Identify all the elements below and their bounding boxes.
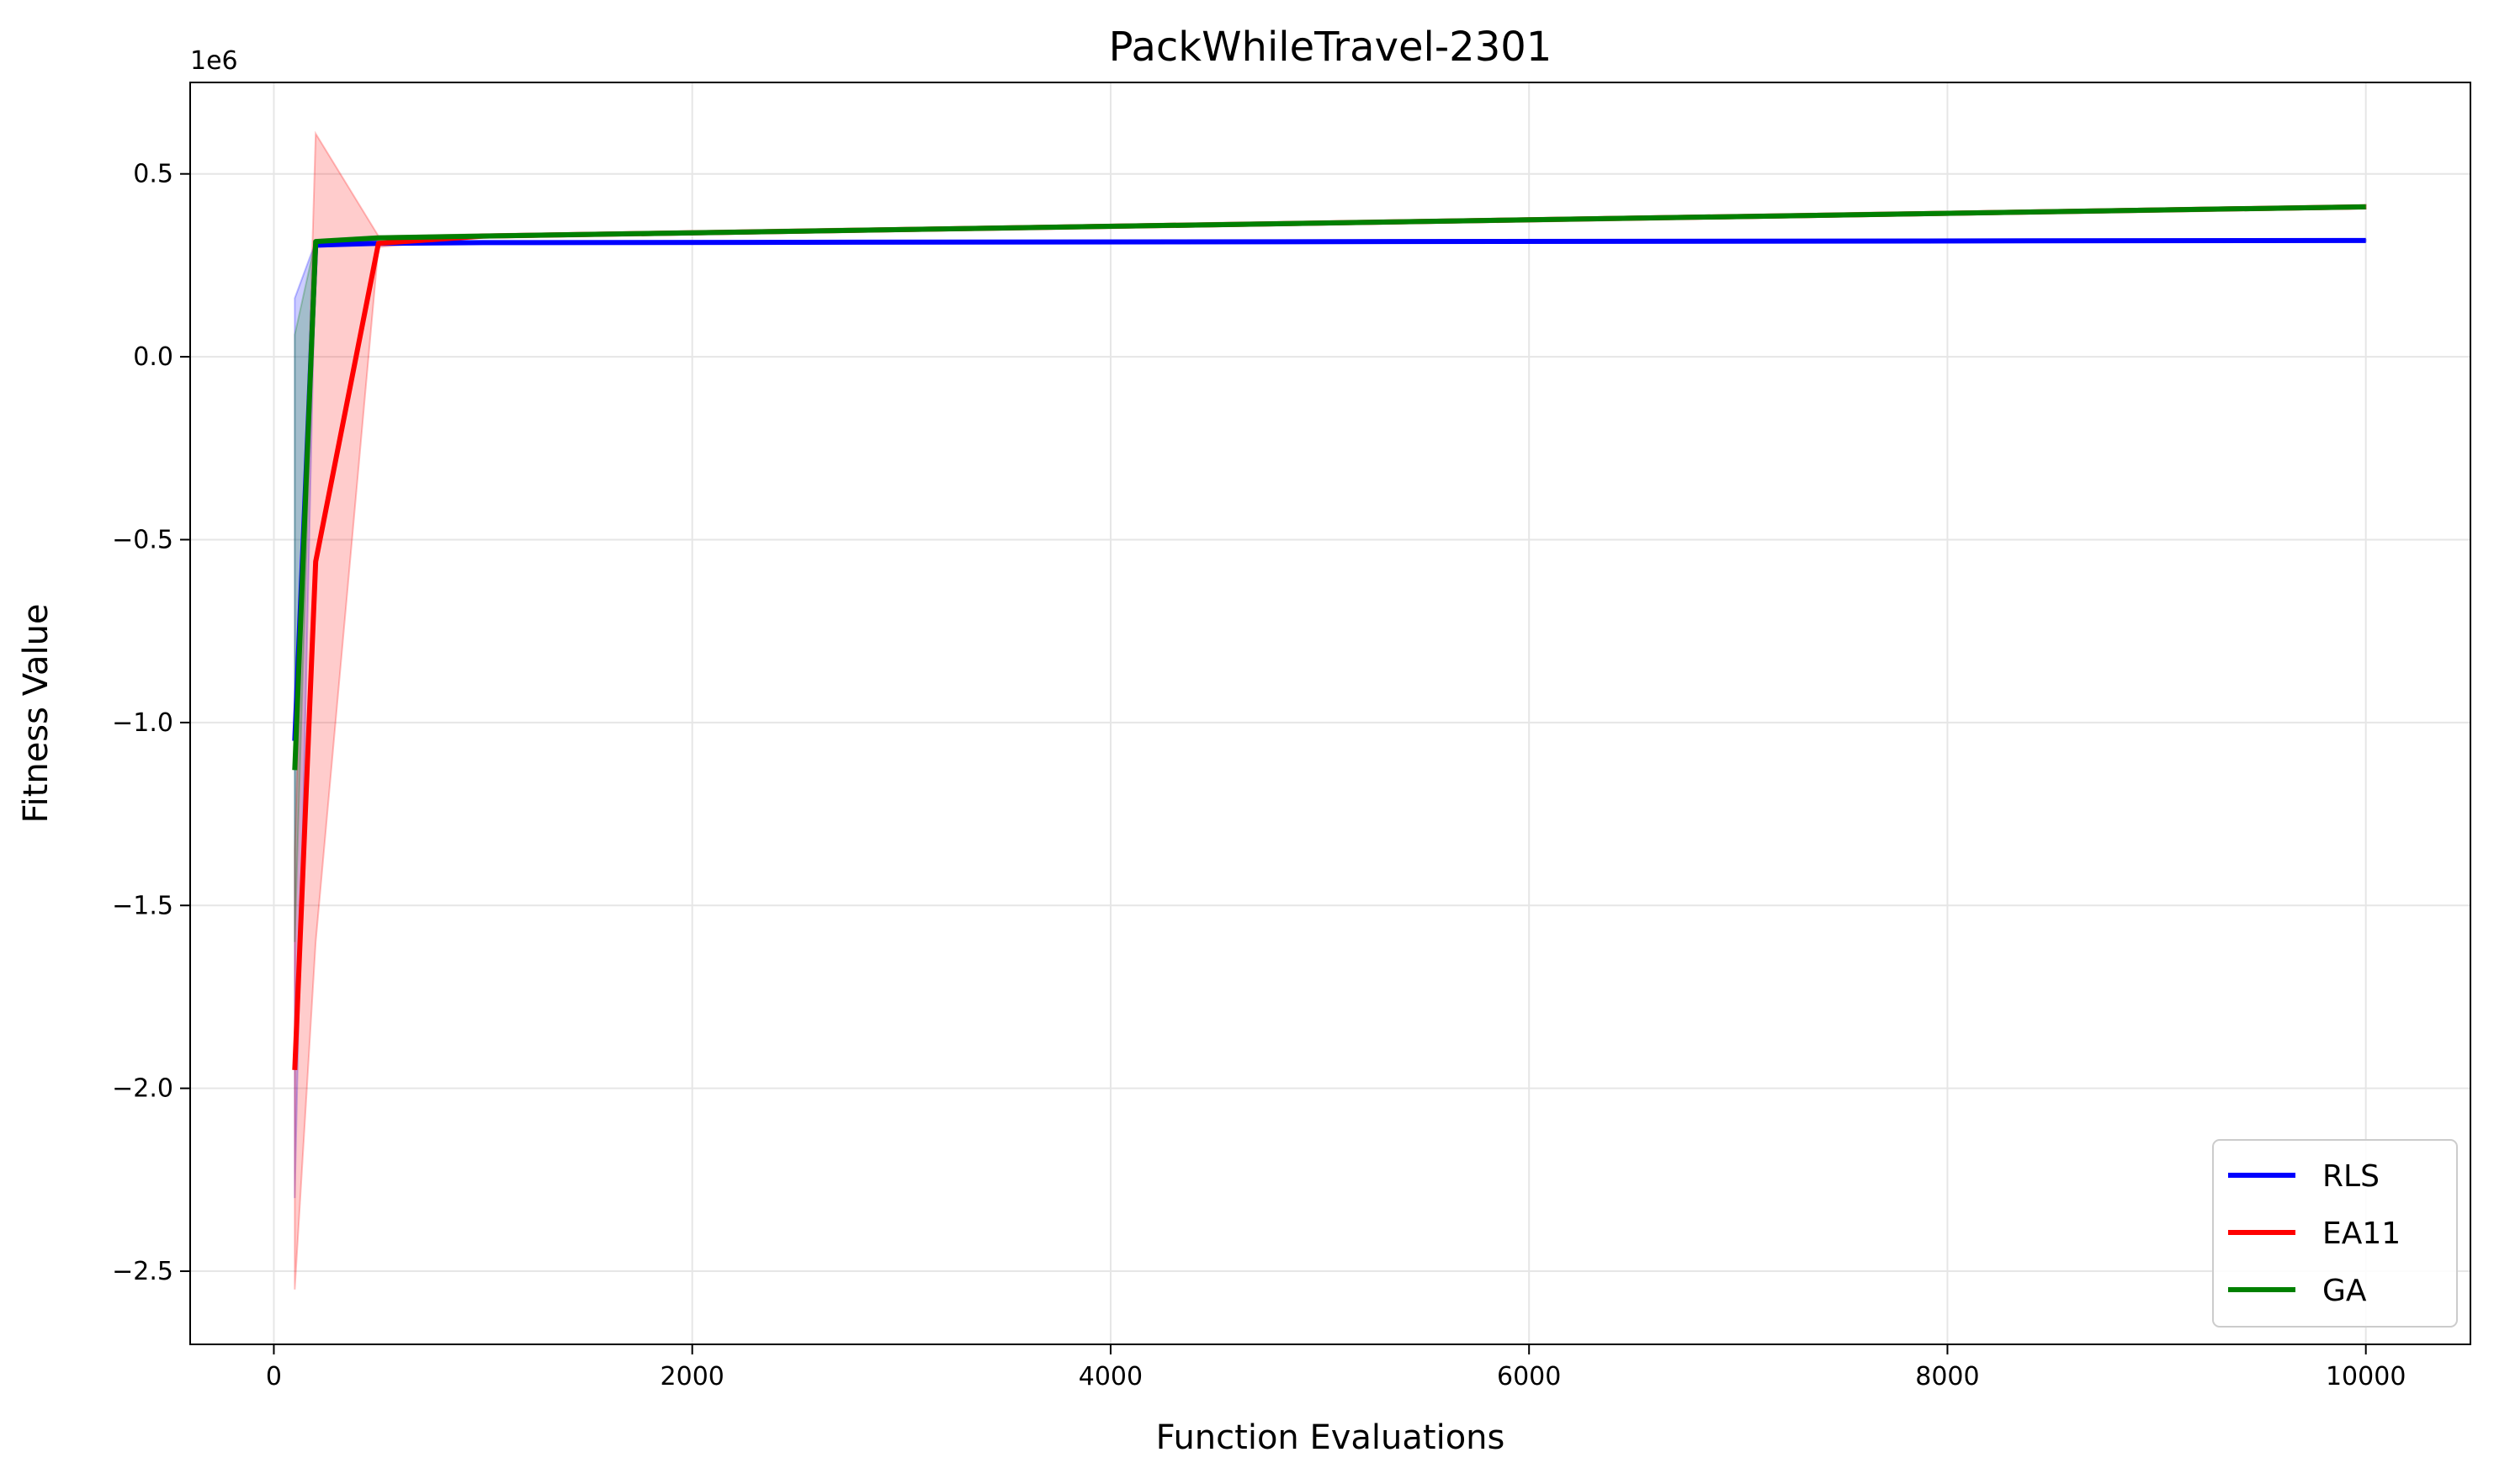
x-tick-label: 0 <box>266 1362 282 1391</box>
legend-box <box>2212 1139 2458 1328</box>
y-tick-label: −2.5 <box>112 1257 173 1286</box>
x-tick-label: 4000 <box>1079 1362 1143 1391</box>
x-tick-label: 10000 <box>2326 1362 2406 1391</box>
legend: RLS EA11 GA <box>2212 1139 2458 1328</box>
chart-title: PackWhileTravel-2301 <box>1109 24 1552 71</box>
x-axis-ticks: 0 2000 4000 6000 8000 10000 <box>266 1344 2406 1391</box>
y-tick-label: −2.0 <box>112 1074 173 1104</box>
y-tick-label: 0.0 <box>133 342 173 372</box>
x-tick-label: 6000 <box>1497 1362 1561 1391</box>
legend-label-ea11: EA11 <box>2322 1216 2401 1251</box>
y-tick-label: −0.5 <box>112 525 173 554</box>
y-tick-label: −1.0 <box>112 708 173 738</box>
x-tick-label: 8000 <box>1915 1362 1979 1391</box>
legend-label-ga: GA <box>2322 1274 2367 1308</box>
grid <box>190 82 2470 1344</box>
y-axis-ticks: 0.5 0.0 −0.5 −1.0 −1.5 −2.0 −2.5 <box>112 160 190 1286</box>
y-offset-label: 1e6 <box>190 46 238 76</box>
x-tick-label: 2000 <box>661 1362 724 1391</box>
x-axis-label: Function Evaluations <box>1156 1418 1505 1457</box>
line-ga <box>292 204 2366 771</box>
legend-label-rls: RLS <box>2322 1159 2380 1194</box>
y-axis-label: Fitness Value <box>17 603 56 823</box>
y-tick-label: −1.5 <box>112 891 173 920</box>
plot-frame <box>189 82 2471 1345</box>
y-tick-label: 0.5 <box>133 160 173 189</box>
series-lines <box>292 204 2366 1071</box>
